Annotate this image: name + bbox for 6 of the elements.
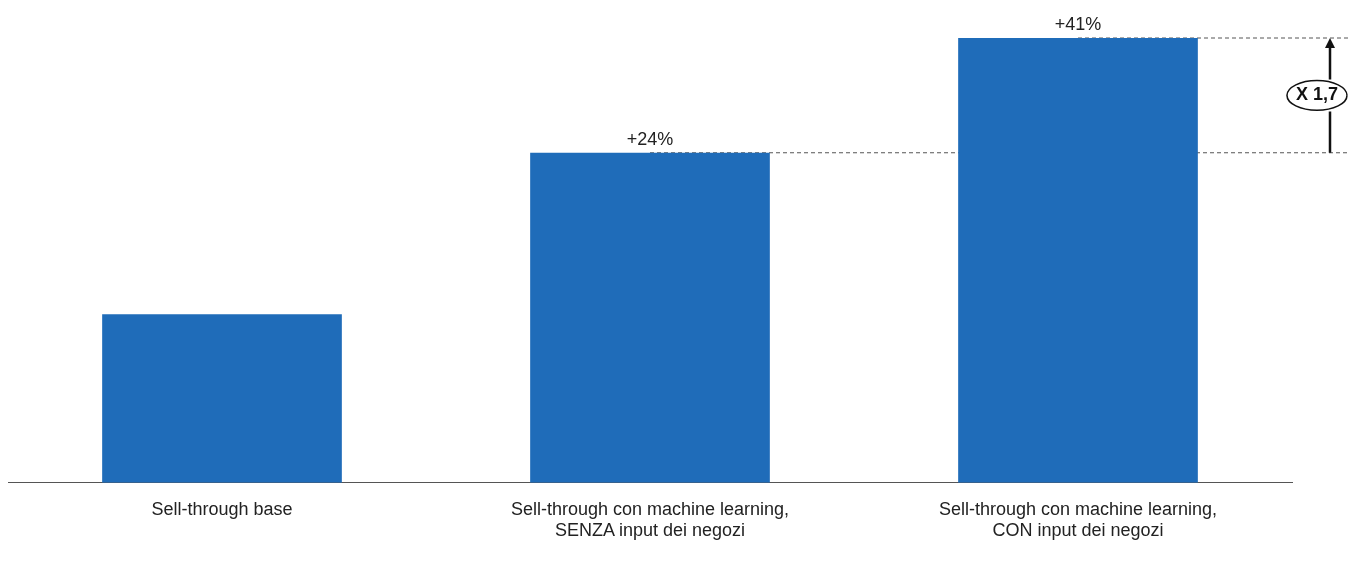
x-tick-label: Sell-through con machine learning, CON input dei negozi [938, 498, 1218, 541]
annotation: +41% [1054, 13, 1102, 34]
text: X 1,7 [1295, 84, 1338, 105]
annotation: +24% [626, 128, 674, 149]
x-tick-label: Sell-through con machine learning, SENZA input dei negozi [510, 498, 790, 541]
x-tick-label: Sell-through base [151, 498, 293, 519]
